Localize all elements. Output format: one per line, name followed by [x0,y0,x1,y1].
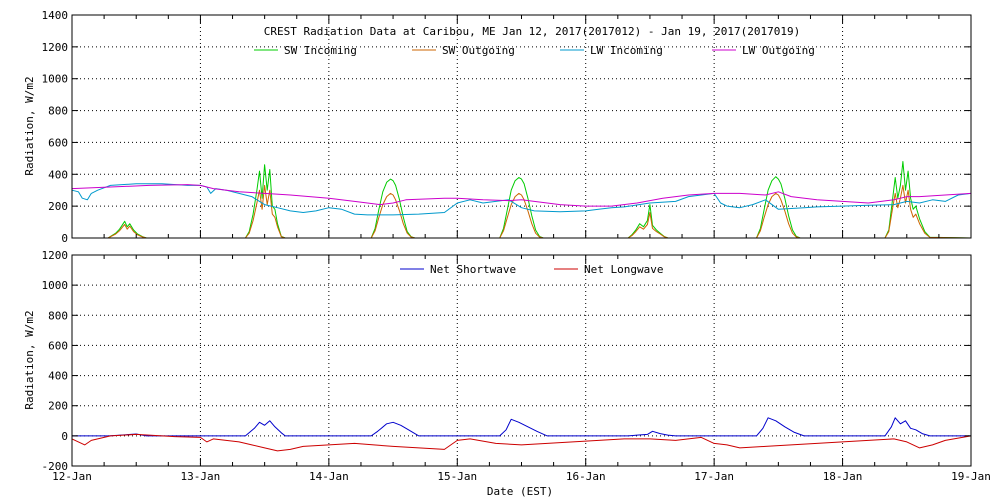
legend-label: LW Outgoing [742,44,815,57]
bottom-panel-x-ticks: 12-Jan 13-Jan 14-Jan 15-Jan 16-Jan 17-Jan 18-J… [52,470,991,483]
series-line-lw-outgoing [71,184,972,207]
top-panel-legend: SW Incoming SW Outgoing LW Incoming LW Outg… [254,44,815,57]
chart-title: CREST Radiation Data at Caribou, ME Jan … [264,25,800,38]
top-panel-series [71,161,972,239]
series-line-sw-outgoing [72,184,972,239]
x-tick-label: 17-Jan [694,470,734,483]
y-tick-label: 0 [61,232,68,245]
y-tick-label: 200 [48,400,68,413]
legend-label: LW Incoming [590,44,663,57]
bottom-panel: -200 0 200 400 600 800 1000 1200 12-Jan 13-Jan 14… [23,249,991,498]
x-tick-label: 16-Jan [566,470,606,483]
legend-label: SW Outgoing [442,44,515,57]
top-panel-y-ticks: 0 200 400 600 800 1000 1200 1400 [42,9,972,245]
bottom-panel-grid [72,255,971,466]
bottom-panel-legend: Net Shortwave Net Longwave [400,263,663,276]
x-tick-label: 15-Jan [437,470,477,483]
top-panel: CREST Radiation Data at Caribou, ME Jan … [23,9,972,245]
y-tick-label: 600 [48,339,68,352]
y-tick-label: 1200 [42,41,69,54]
x-tick-label: 12-Jan [52,470,92,483]
y-tick-label: 400 [48,370,68,383]
bottom-panel-frame [71,254,972,467]
bottom-panel-series [71,417,972,452]
series-line-net-longwave [71,433,972,452]
x-tick-label: 19-Jan [951,470,991,483]
y-tick-label: 1400 [42,9,69,22]
legend-label: SW Incoming [284,44,357,57]
top-panel-grid [72,15,971,238]
y-tick-label: 600 [48,136,68,149]
y-tick-label: 1000 [42,279,69,292]
y-tick-label: 800 [48,309,68,322]
legend-label: Net Shortwave [430,263,516,276]
y-tick-label: 200 [48,200,68,213]
legend-label: Net Longwave [584,263,663,276]
series-line-net-shortwave [72,417,971,437]
y-tick-label: 800 [48,105,68,118]
y-tick-label: -200 [42,460,69,473]
x-tick-label: 18-Jan [823,470,863,483]
top-panel-ylabel: Radiation, W/m2 [23,76,36,175]
x-axis-label: Date (EST) [487,485,553,498]
top-panel-frame [71,14,972,239]
y-tick-label: 0 [61,430,68,443]
y-tick-label: 1200 [42,249,69,262]
bottom-panel-ylabel: Radiation, W/m2 [23,310,36,409]
y-tick-label: 1000 [42,73,69,86]
bottom-panel-y-ticks: -200 0 200 400 600 800 1000 1200 [42,249,972,473]
x-tick-label: 14-Jan [309,470,349,483]
y-tick-label: 400 [48,168,68,181]
x-tick-label: 13-Jan [181,470,221,483]
